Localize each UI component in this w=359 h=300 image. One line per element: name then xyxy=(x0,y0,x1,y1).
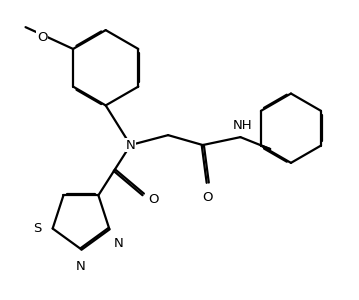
Text: N: N xyxy=(126,139,135,152)
Text: N: N xyxy=(76,260,86,273)
Text: N: N xyxy=(114,237,124,250)
Text: S: S xyxy=(34,222,42,235)
Text: O: O xyxy=(148,193,158,206)
Text: O: O xyxy=(37,31,47,44)
Text: O: O xyxy=(202,191,213,204)
Text: NH: NH xyxy=(233,119,252,132)
